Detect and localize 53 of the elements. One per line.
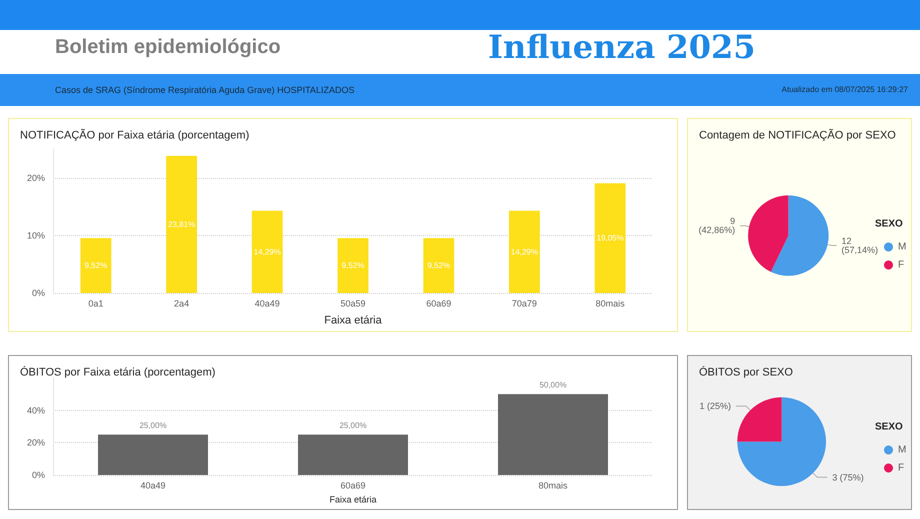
text: Influenza 2025 [488, 28, 756, 66]
legend-label: M [898, 444, 906, 456]
x-tick-label: 40a49 [254, 298, 280, 308]
data-label: 50,00% [539, 380, 567, 390]
chart-title: NOTIFICAÇÃO por Faixa etária (porcentagem) [20, 128, 250, 142]
text: Atualizado em 08/07/2025 16:29:27 [782, 85, 908, 94]
legend-label: M [898, 242, 906, 252]
data-label: 9,52% [342, 261, 364, 270]
x-tick-label: 70a79 [512, 298, 537, 308]
bar [80, 238, 112, 293]
data-label: 25,00% [339, 421, 367, 430]
legend-title: SEXO [875, 422, 904, 432]
x-tick-label: 60a69 [340, 480, 366, 490]
x-axis-title: Faixa etária [324, 314, 383, 326]
y-tick-label: 0% [32, 288, 45, 298]
bar [594, 183, 626, 293]
text: Boletim epidemiológico [55, 36, 281, 59]
chart-title: Contagem de NOTIFICAÇÃO por SEXO [699, 128, 896, 142]
x-tick-label: 2a4 [174, 298, 190, 308]
bar [338, 238, 368, 293]
x-tick-label: 80mais [596, 298, 626, 308]
y-tick-label: 10% [26, 230, 45, 240]
x-tick-label: 60a69 [426, 298, 452, 308]
y-tick-label: 40% [26, 405, 45, 416]
x-tick-label: 0a1 [88, 298, 104, 308]
x-tick-label: 50a59 [340, 298, 366, 308]
data-label: 9,52% [427, 261, 450, 270]
bar [252, 210, 283, 293]
bar [166, 156, 197, 293]
data-label: 9 (42,86%) [698, 216, 736, 236]
data-label: 1 (25%) [700, 401, 732, 412]
legend-label: F [898, 462, 904, 474]
data-label: 19,05% [596, 234, 624, 243]
chart-title: ÓBITOS por Faixa etária (porcentagem) [20, 366, 216, 378]
data-label: 25,00% [139, 421, 167, 430]
data-label: 14,29% [510, 247, 538, 256]
chart-title: ÓBITOS por SEXO [699, 366, 794, 378]
x-axis-title: Faixa etária [329, 494, 377, 504]
data-label: 12 (57,14%) [842, 236, 878, 255]
data-label: 3 (75%) [832, 472, 864, 482]
legend-title: SEXO [875, 218, 904, 230]
x-tick-label: 40a49 [140, 480, 166, 490]
text: Casos de SRAG (Síndrome Respiratória Aguda Grave) HOSPITALIZADOS [55, 85, 354, 95]
y-tick-label: 0% [32, 470, 45, 480]
bar [509, 210, 540, 293]
data-label: 14,29% [254, 247, 281, 256]
y-tick-label: 20% [26, 172, 45, 183]
legend-label: F [898, 260, 904, 270]
data-label: 9,52% [84, 261, 108, 270]
x-tick-label: 80mais [538, 480, 568, 490]
y-tick-label: 20% [26, 438, 45, 448]
data-label: 23,81% [168, 220, 196, 229]
bar [423, 238, 454, 293]
